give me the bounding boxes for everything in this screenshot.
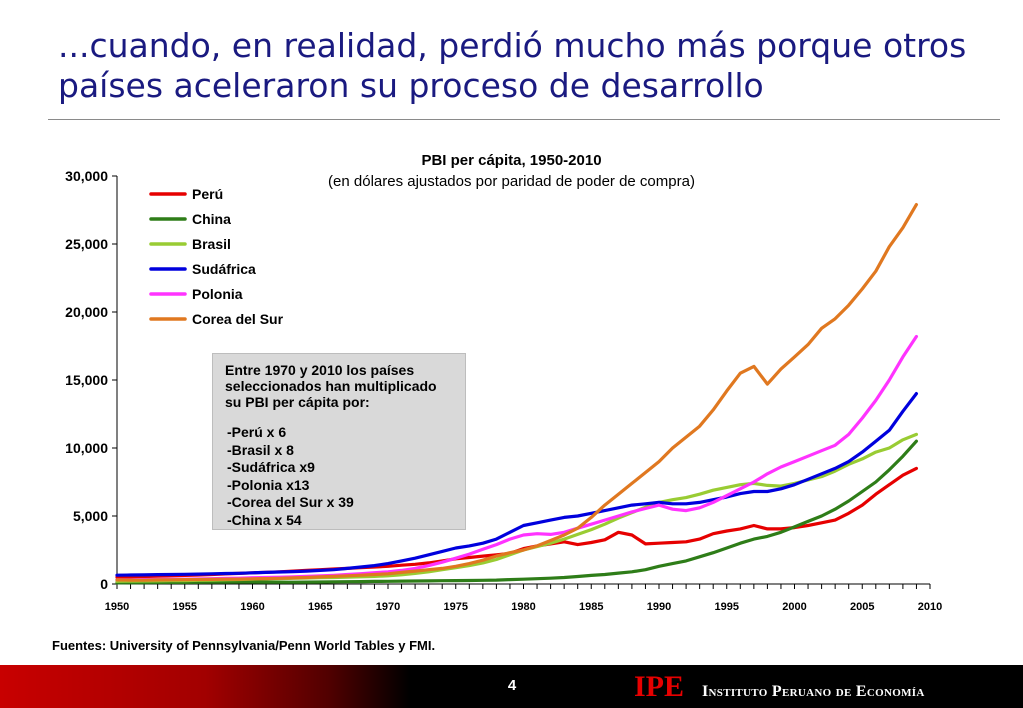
page-number: 4 [507,677,517,694]
x-tick-label: 1955 [173,601,197,613]
annotation-item: -Corea del Sur x 39 [227,494,354,510]
organization-name: Instituto Peruano de Economía [702,683,925,700]
annotation-list: -Perú x 6 -Brasil x 8 -Sudáfrica x9 -Pol… [227,424,354,529]
annotation-intro: Entre 1970 y 2010 los países seleccionad… [225,362,465,410]
annotation-item: -Polonia x13 [227,476,310,493]
chart-axes: 0 5,000 10,000 15,000 20,000 25,000 30,000 1950… [65,168,942,613]
source-note: Fuentes: University of Pennsylvania/Penn… [52,638,436,653]
annotation-item: -Brasil x 8 [227,441,294,458]
series-line [115,203,919,582]
y-tick-label: 0 [100,576,108,592]
y-tick-label: 5,000 [73,508,108,524]
slide-title: ...cuando, en realidad, perdió mucho más… [58,26,967,105]
annotation-intro-line: su PBI per cápita por: [225,394,370,410]
y-tick-label: 30,000 [65,168,108,184]
x-tick-label: 1995 [715,601,739,613]
chart-series [115,203,919,585]
x-tick-label: 1990 [647,601,671,613]
series-line [115,439,919,585]
annotation-item: -China x 54 [227,511,302,528]
x-tick-label: 2010 [918,601,942,613]
annotation-intro-line: seleccionados han multiplicado [225,378,437,394]
x-tick-label: 1970 [376,601,400,613]
y-tick-label: 15,000 [65,372,108,388]
chart-title: PBI per cápita, 1950-2010 [421,152,602,169]
legend-label: Polonia [192,286,243,302]
y-tick-label: 10,000 [65,440,108,456]
x-tick-label: 1975 [444,601,468,613]
legend-label: Corea del Sur [192,311,284,327]
legend-label: Perú [192,186,223,202]
x-tick-label: 1965 [308,601,332,613]
x-tick-label: 2000 [782,601,806,613]
ipe-logo: IPE [634,670,685,703]
x-tick-label: 1950 [105,601,129,613]
legend-label: Sudáfrica [192,261,256,277]
series-line [115,392,919,577]
y-tick-label: 25,000 [65,236,108,252]
annotation-item: -Perú x 6 [227,424,287,440]
chart-legend: Perú China Brasil Sudáfrica Polonia Corea del… [149,186,284,327]
footer-bar: 4 IPE Instituto Peruano de Economía [0,665,1023,708]
annotation-intro-line: Entre 1970 y 2010 los países [225,362,415,378]
annotation-box: Entre 1970 y 2010 los países seleccionad… [212,353,466,530]
legend-label: China [192,211,231,227]
x-tick-label: 1960 [240,601,264,613]
annotation-item: -Sudáfrica x9 [227,459,315,475]
title-divider [48,119,1000,120]
x-tick-label: 2005 [850,601,874,613]
x-tick-label: 1985 [579,601,603,613]
chart-subtitle: (en dólares ajustados por paridad de pod… [328,173,695,190]
x-tick-label: 1980 [511,601,535,613]
legend-label: Brasil [192,236,231,252]
y-tick-label: 20,000 [65,304,108,320]
